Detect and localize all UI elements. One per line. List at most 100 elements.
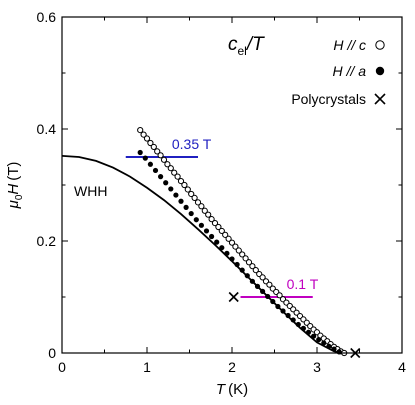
data-point bbox=[160, 156, 168, 163]
data-point bbox=[174, 173, 181, 180]
data-point bbox=[224, 250, 230, 256]
data-point bbox=[137, 127, 144, 134]
data-point bbox=[191, 194, 198, 201]
data-point bbox=[181, 181, 188, 189]
data-point bbox=[167, 165, 174, 172]
data-point bbox=[229, 256, 235, 262]
data-point bbox=[280, 308, 286, 314]
data-point bbox=[285, 312, 291, 319]
field-label-1: 0.1 T bbox=[287, 276, 319, 292]
data-point-stroke-b bbox=[228, 291, 239, 303]
y-tick-label: 0 bbox=[48, 345, 56, 361]
data-point bbox=[245, 259, 253, 266]
y-axis-sub: 0 bbox=[14, 194, 25, 200]
data-point bbox=[147, 139, 154, 147]
data-point bbox=[219, 245, 225, 251]
data-point bbox=[276, 292, 283, 299]
y-axis-title: μ0H (T) bbox=[5, 162, 25, 210]
data-point bbox=[214, 239, 220, 245]
data-point bbox=[326, 343, 332, 349]
data-point bbox=[235, 247, 242, 254]
data-point bbox=[154, 148, 161, 155]
data-point bbox=[311, 333, 317, 339]
x-tick-label: 4 bbox=[398, 359, 406, 375]
legend-entry-label: H // c bbox=[333, 37, 366, 53]
data-point bbox=[152, 167, 159, 174]
data-point bbox=[300, 325, 306, 331]
legend-header-sub: el bbox=[238, 44, 247, 58]
data-point bbox=[209, 233, 215, 240]
data-point bbox=[275, 303, 281, 310]
data-point bbox=[158, 174, 164, 180]
data-point bbox=[270, 298, 276, 305]
data-point bbox=[205, 211, 212, 218]
data-point bbox=[232, 243, 239, 250]
y-axis-h: H bbox=[5, 184, 22, 195]
data-point bbox=[242, 255, 249, 262]
x-axis-unit: (K) bbox=[228, 381, 248, 398]
data-point bbox=[215, 223, 222, 231]
legend-header-tail: /T bbox=[245, 34, 265, 55]
data-point bbox=[336, 349, 342, 355]
data-point bbox=[178, 198, 184, 204]
legend-entry-label: Polycrystals bbox=[291, 91, 366, 107]
y-tick-label: 0.2 bbox=[37, 233, 57, 249]
legend-marker bbox=[375, 66, 385, 76]
data-point bbox=[228, 239, 236, 246]
data-point bbox=[201, 207, 208, 214]
data-point bbox=[184, 186, 191, 193]
data-point bbox=[208, 216, 215, 223]
whh-label: WHH bbox=[74, 183, 107, 199]
data-point bbox=[290, 317, 296, 323]
data-point bbox=[321, 340, 327, 346]
data-point bbox=[218, 227, 225, 235]
field-label-0: 0.35 T bbox=[172, 136, 212, 152]
data-point bbox=[259, 274, 266, 281]
data-point bbox=[157, 152, 164, 159]
data-point bbox=[305, 329, 312, 335]
data-point bbox=[225, 235, 232, 242]
data-point bbox=[203, 228, 210, 234]
data-point bbox=[188, 210, 194, 217]
legend-header: cel/T bbox=[228, 34, 265, 58]
data-point bbox=[198, 203, 205, 210]
data-point bbox=[228, 291, 239, 303]
y-axis-mu: μ bbox=[5, 200, 22, 209]
data-point bbox=[316, 336, 322, 343]
data-point bbox=[295, 321, 301, 328]
y-tick-label: 0.4 bbox=[37, 121, 57, 137]
data-point bbox=[137, 149, 143, 156]
data-point bbox=[188, 190, 195, 198]
legend-marker bbox=[375, 40, 385, 50]
data-point bbox=[168, 186, 174, 192]
data-point bbox=[163, 180, 169, 186]
data-point bbox=[143, 135, 151, 142]
x-axis-title: T (K) bbox=[216, 381, 248, 398]
data-point bbox=[173, 192, 179, 198]
data-point bbox=[252, 267, 259, 274]
data-point bbox=[183, 204, 189, 210]
data-point bbox=[164, 161, 171, 168]
data-point bbox=[266, 281, 273, 288]
data-point bbox=[198, 222, 204, 228]
legend-header-main: c bbox=[228, 34, 238, 55]
data-point bbox=[177, 177, 185, 185]
data-point bbox=[254, 283, 261, 289]
x-axis-symbol: T bbox=[216, 381, 227, 398]
legend-entry-label: H // a bbox=[333, 63, 367, 79]
data-point bbox=[265, 293, 271, 300]
data-point bbox=[239, 251, 246, 258]
data-point bbox=[147, 161, 153, 167]
data-point bbox=[211, 219, 219, 227]
x-tick-label: 1 bbox=[143, 359, 151, 375]
legend-marker-stroke-b bbox=[374, 93, 386, 105]
data-point bbox=[171, 169, 178, 176]
y-tick-label: 0.6 bbox=[37, 9, 57, 25]
data-point bbox=[140, 131, 147, 138]
x-tick-label: 3 bbox=[313, 359, 321, 375]
x-tick-label: 0 bbox=[58, 359, 66, 375]
x-tick-label: 2 bbox=[228, 359, 236, 375]
y-axis-unit: (T) bbox=[5, 162, 22, 181]
data-point bbox=[150, 143, 157, 151]
